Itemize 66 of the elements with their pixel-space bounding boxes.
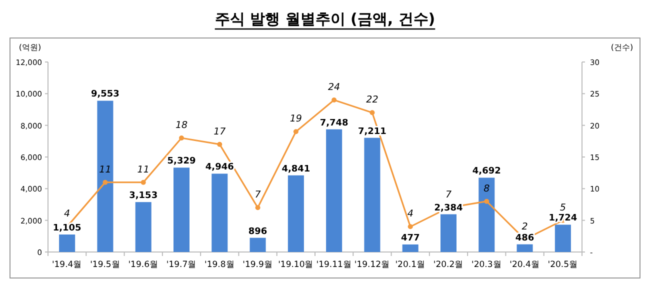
bar (212, 174, 228, 252)
data-label: 11 (99, 164, 112, 176)
bar (326, 129, 342, 252)
x-tick-label: '20.1월 (395, 260, 426, 270)
data-label: 11 (137, 164, 150, 176)
y-axis-title: (억원) (18, 43, 42, 52)
data-label: 24 (328, 82, 340, 93)
point (140, 180, 146, 185)
x-tick-label: '19.4월 (52, 260, 82, 270)
point (408, 224, 413, 230)
x-tick-label: '20.4월 (510, 260, 540, 270)
point (102, 180, 108, 185)
bar (97, 100, 114, 252)
bar (59, 234, 76, 252)
bar (554, 224, 571, 252)
data-label: 4,841 (282, 164, 310, 174)
bar (478, 178, 495, 252)
bar (135, 202, 152, 252)
x-tick-label: '19.10월 (278, 260, 314, 270)
bar (288, 175, 304, 252)
data-label: 3,153 (129, 191, 158, 202)
data-label: 2 (522, 221, 528, 232)
data-label: 896 (248, 226, 268, 237)
data-label: 7 (254, 190, 261, 201)
data-label: 18 (175, 120, 188, 131)
data-label: 5,329 (167, 156, 196, 167)
chart-title: 주식 발행 월별추이 (금액, 건수) (214, 10, 436, 28)
data-label: 4,692 (472, 166, 501, 177)
bar (250, 238, 266, 252)
x-tick-label: '20.2월 (433, 260, 464, 270)
point (293, 129, 298, 134)
bar (364, 138, 380, 252)
data-label: 4 (64, 208, 70, 220)
data-label: 1,724 (548, 214, 578, 224)
data-label: 7 (445, 190, 452, 201)
x-tick-label: '19.12월 (354, 260, 390, 270)
data-label: 8 (484, 183, 490, 194)
data-label: 5 (560, 202, 566, 214)
point (179, 136, 184, 140)
data-label: 4,946 (205, 162, 234, 173)
x-tick-label: '19.9월 (242, 260, 273, 270)
x-tick-label: '20.3월 (472, 260, 502, 270)
point (255, 205, 260, 210)
x-tick-label: '19.5월 (90, 260, 120, 270)
data-label: 22 (366, 94, 378, 106)
bar (440, 214, 457, 252)
bar (173, 168, 190, 252)
x-tick-label: '19.8월 (204, 260, 235, 270)
x-tick-label: '19.11월 (316, 260, 352, 270)
point (484, 198, 490, 204)
bar (516, 244, 533, 252)
data-label: 17 (214, 126, 226, 138)
data-label: 4 (407, 208, 414, 220)
x-tick-label: '19.7월 (166, 260, 197, 270)
data-label: 19 (290, 114, 302, 125)
x-tick-label: '20.5월 (548, 260, 578, 270)
y2-axis-title: (건수) (610, 43, 634, 52)
data-label: 9,553 (90, 90, 120, 100)
data-label: 1,105 (52, 224, 82, 234)
bar (402, 244, 418, 252)
point (370, 110, 375, 116)
point (217, 142, 222, 147)
data-label: 477 (400, 233, 420, 244)
x-tick-label: '19.6월 (128, 260, 158, 270)
data-label: 7,748 (320, 118, 348, 128)
point (332, 98, 337, 102)
